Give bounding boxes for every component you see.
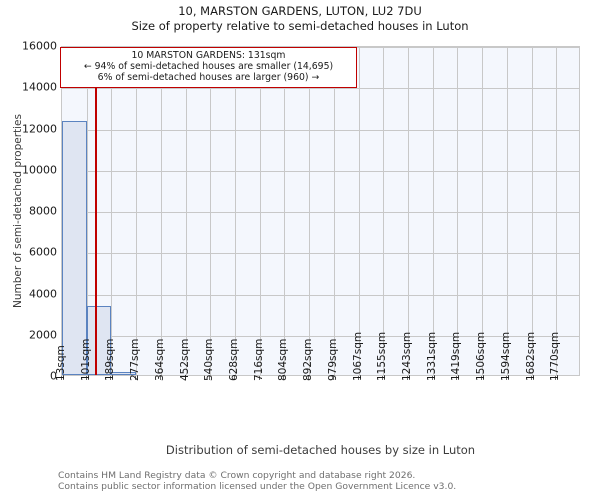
chart-header: 10, MARSTON GARDENS, LUTON, LU2 7DU Size… — [0, 4, 600, 34]
gridline-vertical — [358, 47, 360, 375]
footer-line-2: Contains public sector information licen… — [58, 481, 457, 492]
gridline-vertical — [235, 47, 236, 375]
x-axis-tick-label: 1594sqm — [499, 331, 512, 381]
x-axis-tick-mark — [110, 376, 112, 380]
y-axis-tick-label: 6000 — [29, 245, 57, 259]
plot-area — [61, 46, 580, 376]
gridline-vertical — [408, 47, 409, 375]
x-axis-tick-mark — [555, 376, 557, 380]
x-axis-tick-label: 1331sqm — [425, 331, 438, 381]
gridline-vertical — [333, 47, 335, 375]
x-axis-title: Distribution of semi-detached houses by … — [165, 443, 476, 457]
gridline-vertical — [309, 47, 311, 375]
y-axis-ticks: 0 2000 4000 6000 8000 10000 12000 14000 16000 — [0, 0, 57, 500]
footer-line-1: Contains HM Land Registry data © Crown c… — [58, 470, 416, 481]
annotation-property-size: 10 MARSTON GARDENS: 131sqm — [131, 50, 286, 61]
gridline-vertical — [556, 47, 558, 375]
x-axis-tick-mark — [431, 376, 433, 380]
x-axis-tick-label: 1682sqm — [524, 331, 537, 381]
grid-layer — [62, 47, 579, 375]
x-axis-tick-label: 1770sqm — [549, 331, 562, 381]
x-axis-tick-label: 13sqm — [55, 345, 67, 381]
x-axis-tick-label: 1419sqm — [450, 331, 463, 381]
histogram-bar — [62, 120, 87, 375]
page-title: 10, MARSTON GARDENS, LUTON, LU2 7DU — [178, 4, 422, 18]
gridline-vertical — [482, 47, 484, 375]
x-axis-tick-label: 277sqm — [129, 338, 142, 381]
annotation-smaller-stat: ← 94% of semi-detached houses are smalle… — [83, 61, 334, 73]
gridline-vertical — [457, 47, 459, 375]
gridline-vertical — [383, 47, 385, 375]
y-axis-tick-label: 2000 — [29, 328, 57, 342]
y-axis-tick-label: 4000 — [29, 287, 57, 300]
gridline-vertical — [506, 47, 508, 375]
x-axis-tick-mark — [135, 376, 137, 380]
attribution-footer: Contains HM Land Registry data © Crown c… — [58, 470, 598, 492]
gridline-vertical — [210, 47, 212, 375]
gridline-vertical — [531, 47, 533, 375]
x-axis-tick-mark — [456, 376, 458, 380]
gridline-horizontal — [62, 294, 579, 296]
gridline-horizontal — [62, 212, 579, 213]
gridline-horizontal — [62, 88, 579, 90]
x-axis-tick-mark — [234, 376, 235, 380]
x-axis-tick-label: 101sqm — [79, 338, 92, 381]
x-axis-tick-mark — [382, 376, 384, 380]
x-axis-tick-mark — [407, 376, 408, 380]
x-axis-tick-mark — [481, 376, 483, 380]
gridline-horizontal — [62, 253, 579, 255]
x-axis-tick-label: 364sqm — [153, 338, 166, 381]
y-axis-tick-label: 8000 — [29, 204, 57, 218]
x-axis-tick-mark — [209, 376, 211, 380]
y-axis-tick-label: 14000 — [22, 80, 57, 94]
x-axis-tick-mark — [283, 376, 285, 380]
x-axis-tick-mark — [332, 376, 334, 380]
x-axis-tick-mark — [505, 376, 507, 380]
x-axis-tick-mark — [258, 376, 260, 380]
gridline-horizontal — [62, 129, 579, 131]
gridline-vertical — [284, 47, 286, 375]
histogram-bar — [86, 305, 112, 375]
histogram-bar — [111, 372, 137, 375]
y-axis-tick-label: 0 — [50, 369, 57, 383]
x-axis-tick-label: 979sqm — [326, 338, 339, 381]
property-annotation-box: 10 MARSTON GARDENS: 131sqm ← 94% of semi… — [60, 47, 357, 88]
x-axis-tick-label: 804sqm — [277, 338, 290, 381]
x-axis-tick-mark — [308, 376, 310, 380]
bars-layer — [62, 47, 579, 375]
y-axis-tick-label: 12000 — [22, 122, 57, 135]
gridline-vertical — [185, 47, 187, 375]
x-axis-tick-label: 892sqm — [302, 338, 315, 381]
x-axis-tick-label: 452sqm — [178, 338, 191, 381]
x-axis-tick-label: 716sqm — [252, 338, 265, 381]
x-axis-tick-label: 189sqm — [104, 338, 117, 381]
x-axis-tick-mark — [357, 376, 359, 380]
y-axis-tick-label: 10000 — [22, 163, 57, 177]
x-axis-tick-mark — [85, 376, 87, 380]
x-axis-tick-label: 1067sqm — [351, 331, 364, 381]
gridline-vertical — [160, 47, 162, 375]
y-axis-tick-label: 16000 — [22, 39, 57, 53]
x-axis-tick-label: 628sqm — [228, 338, 240, 381]
chart-subtitle: Size of property relative to semi-detach… — [131, 19, 469, 33]
x-axis-tick-mark — [184, 376, 186, 380]
x-axis-tick-mark — [530, 376, 532, 380]
property-size-marker-line — [95, 47, 97, 375]
gridline-horizontal — [62, 335, 579, 337]
gridline-vertical — [432, 47, 434, 375]
x-axis-tick-label: 540sqm — [203, 338, 216, 381]
x-axis-tick-label: 1506sqm — [475, 331, 488, 381]
gridline-vertical — [86, 47, 88, 375]
x-axis-tick-mark — [61, 376, 62, 380]
x-axis-tick-label: 1243sqm — [401, 331, 413, 381]
marker-layer — [62, 47, 579, 375]
x-axis-tick-mark — [159, 376, 161, 380]
x-axis-tick-label: 1155sqm — [376, 331, 389, 381]
gridline-vertical — [136, 47, 138, 375]
gridline-vertical — [259, 47, 261, 375]
annotation-larger-stat: 6% of semi-detached houses are larger (9… — [97, 72, 320, 84]
gridline-horizontal — [62, 170, 579, 172]
gridline-vertical — [111, 47, 113, 375]
